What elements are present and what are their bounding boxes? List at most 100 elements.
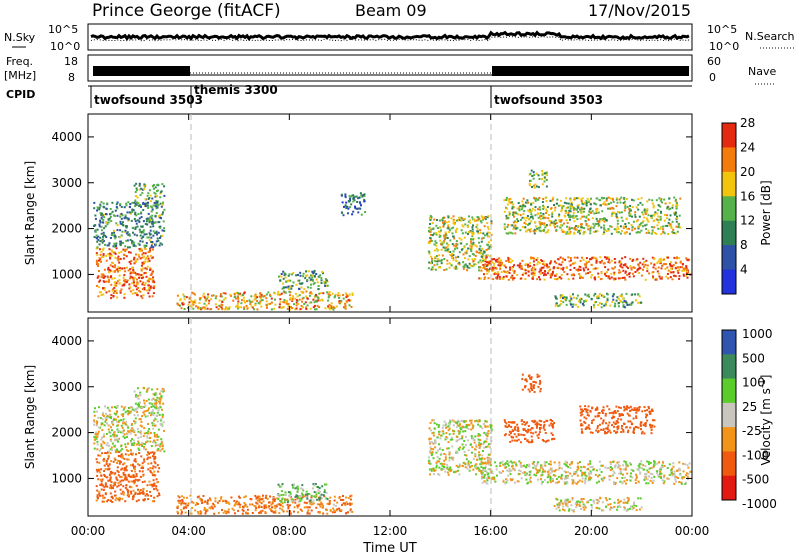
data-cell (147, 407, 150, 410)
data-cell (119, 229, 122, 232)
data-cell (133, 233, 136, 236)
data-cell (95, 437, 98, 440)
data-cell (327, 305, 330, 308)
data-cell (338, 297, 341, 299)
data-cell (583, 201, 586, 204)
data-cell (129, 268, 132, 271)
data-cell (295, 299, 298, 302)
data-cell (119, 475, 122, 478)
data-cell (135, 396, 138, 399)
data-cell (502, 275, 505, 278)
data-cell (118, 437, 121, 440)
data-cell (132, 489, 135, 492)
data-cell (93, 236, 96, 238)
data-cell (430, 240, 433, 242)
data-cell (466, 265, 469, 267)
cpid-segment-label: twofsound 3503 (94, 93, 203, 107)
data-cell (263, 507, 266, 510)
data-cell (461, 465, 464, 468)
data-cell (330, 307, 333, 310)
data-cell (486, 261, 488, 264)
data-cell (317, 511, 320, 514)
data-cell (340, 193, 343, 196)
data-cell (447, 225, 450, 228)
data-cell (647, 471, 650, 474)
data-cell (162, 211, 164, 214)
data-cell (554, 481, 557, 484)
data-cell (312, 298, 315, 301)
data-cell (221, 308, 224, 311)
data-cell (666, 206, 669, 209)
data-cell (317, 288, 320, 291)
data-cell (435, 461, 438, 464)
data-cell (147, 494, 150, 497)
data-cell (113, 457, 116, 460)
data-cell (104, 468, 107, 471)
data-cell (282, 277, 285, 280)
data-cell (159, 202, 162, 205)
data-cell (118, 455, 121, 458)
data-cell (107, 479, 110, 482)
data-cell (347, 212, 349, 215)
data-cell (224, 500, 227, 503)
data-cell (103, 216, 106, 219)
colorbar-swatch (722, 171, 736, 197)
data-cell (669, 214, 672, 217)
data-cell (197, 307, 200, 310)
data-cell (138, 452, 141, 454)
data-cell (278, 306, 281, 309)
data-cell (191, 506, 194, 509)
data-cell (315, 493, 318, 496)
data-cell (512, 221, 515, 224)
data-cell (306, 512, 309, 515)
data-cell (499, 259, 502, 262)
data-cell (529, 216, 532, 219)
data-cell (295, 307, 298, 310)
data-cell (515, 227, 518, 230)
data-cell (570, 259, 572, 262)
data-cell (278, 512, 281, 515)
data-cell (185, 506, 188, 509)
data-cell (551, 215, 554, 218)
data-cell (280, 485, 283, 488)
data-cell (158, 494, 161, 497)
data-cell (284, 291, 287, 294)
data-cell (306, 304, 309, 307)
data-cell (644, 263, 647, 266)
data-cell (340, 194, 343, 197)
data-cell (482, 450, 484, 452)
data-cell (238, 496, 241, 499)
data-cell (273, 500, 276, 503)
data-cell (471, 437, 473, 440)
data-cell (511, 274, 514, 277)
data-cell (197, 495, 200, 498)
data-cell (182, 293, 185, 296)
data-cell (118, 282, 121, 285)
data-cell (590, 225, 593, 228)
data-cell (134, 203, 137, 206)
data-cell (113, 435, 116, 438)
data-cell (610, 276, 613, 279)
data-cell (438, 443, 440, 446)
data-cell (675, 225, 678, 228)
data-cell (151, 467, 154, 470)
data-cell (150, 217, 153, 220)
data-cell (124, 248, 126, 251)
data-cell (146, 268, 148, 271)
sky-label: N.Sky (4, 31, 36, 44)
data-cell (652, 204, 655, 207)
data-cell (199, 297, 202, 300)
data-cell (158, 467, 161, 470)
data-cell (632, 220, 635, 223)
data-cell (661, 201, 663, 204)
data-cell (153, 451, 156, 454)
data-cell (104, 482, 107, 485)
data-cell (479, 443, 482, 446)
data-cell (137, 402, 140, 405)
data-cell (143, 245, 146, 248)
data-cell (428, 217, 431, 220)
data-cell (484, 263, 487, 266)
data-cell (96, 209, 98, 212)
data-cell (602, 294, 605, 297)
data-cell (309, 291, 312, 294)
